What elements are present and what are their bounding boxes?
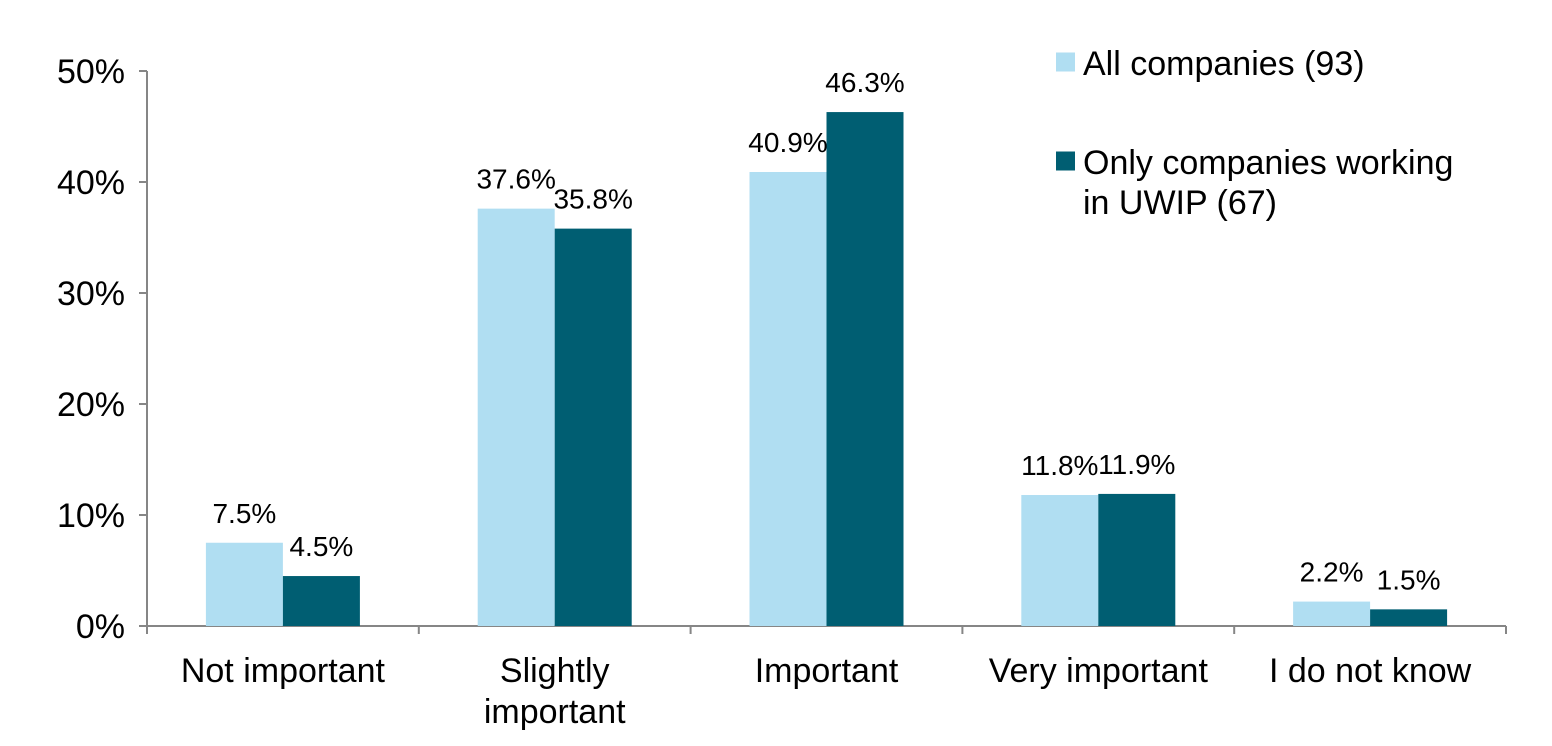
bars [205,112,1448,626]
x-category-label: Very important [989,652,1209,690]
bar-series-1 [205,542,283,626]
bar-value-label: 4.5% [289,531,353,562]
legend-swatch-2 [1056,151,1075,171]
bar-value-label: 37.6% [476,164,555,195]
legend-swatch-1 [1056,52,1075,72]
y-tick-label: 50% [57,53,125,91]
bar-value-label: 11.9% [1098,449,1175,480]
bar-series-1 [749,172,827,626]
y-tick-label: 10% [57,497,125,535]
bar-series-2 [1098,493,1176,626]
data-labels: 7.5% 37.6% 40.9% 11.8% 2.2% 4.5% 35.8% 46.3% 11.… [212,67,1440,595]
bar-value-label: 40.9% [748,127,827,158]
bar-series-1 [1021,495,1099,626]
y-tick-label: 30% [57,275,125,313]
bar-value-label: 7.5% [212,498,276,529]
x-category-label: I do not know [1269,652,1472,690]
bar-series-2 [554,228,632,626]
bar-series-1 [1293,601,1371,626]
bar-series-2 [826,112,904,626]
bar-value-label: 1.5% [1377,564,1441,595]
bar-value-label: 2.2% [1300,557,1364,588]
bar-value-label: 46.3% [825,67,904,98]
axes: 0% 10% 20% 30% 40% 50% Not important Slightly im… [57,53,1507,731]
x-category-label: Not important [181,652,386,690]
legend: All companies (93) Only companies working… [1056,45,1453,222]
x-category-label: Slightly important [484,652,626,731]
y-tick-label: 40% [57,164,125,202]
legend-label-2: Only companies working in UWIP (67) [1083,144,1453,222]
legend-label-1: All companies (93) [1083,45,1365,83]
bar-series-1 [477,208,555,626]
bar-series-2 [282,576,360,626]
y-tick-label: 20% [57,386,125,424]
x-category-label: Important [755,652,899,690]
bar-series-2 [1370,609,1448,626]
y-tick-label: 0% [76,608,125,646]
bar-value-label: 11.8% [1021,450,1098,481]
bar-value-label: 35.8% [553,184,632,215]
